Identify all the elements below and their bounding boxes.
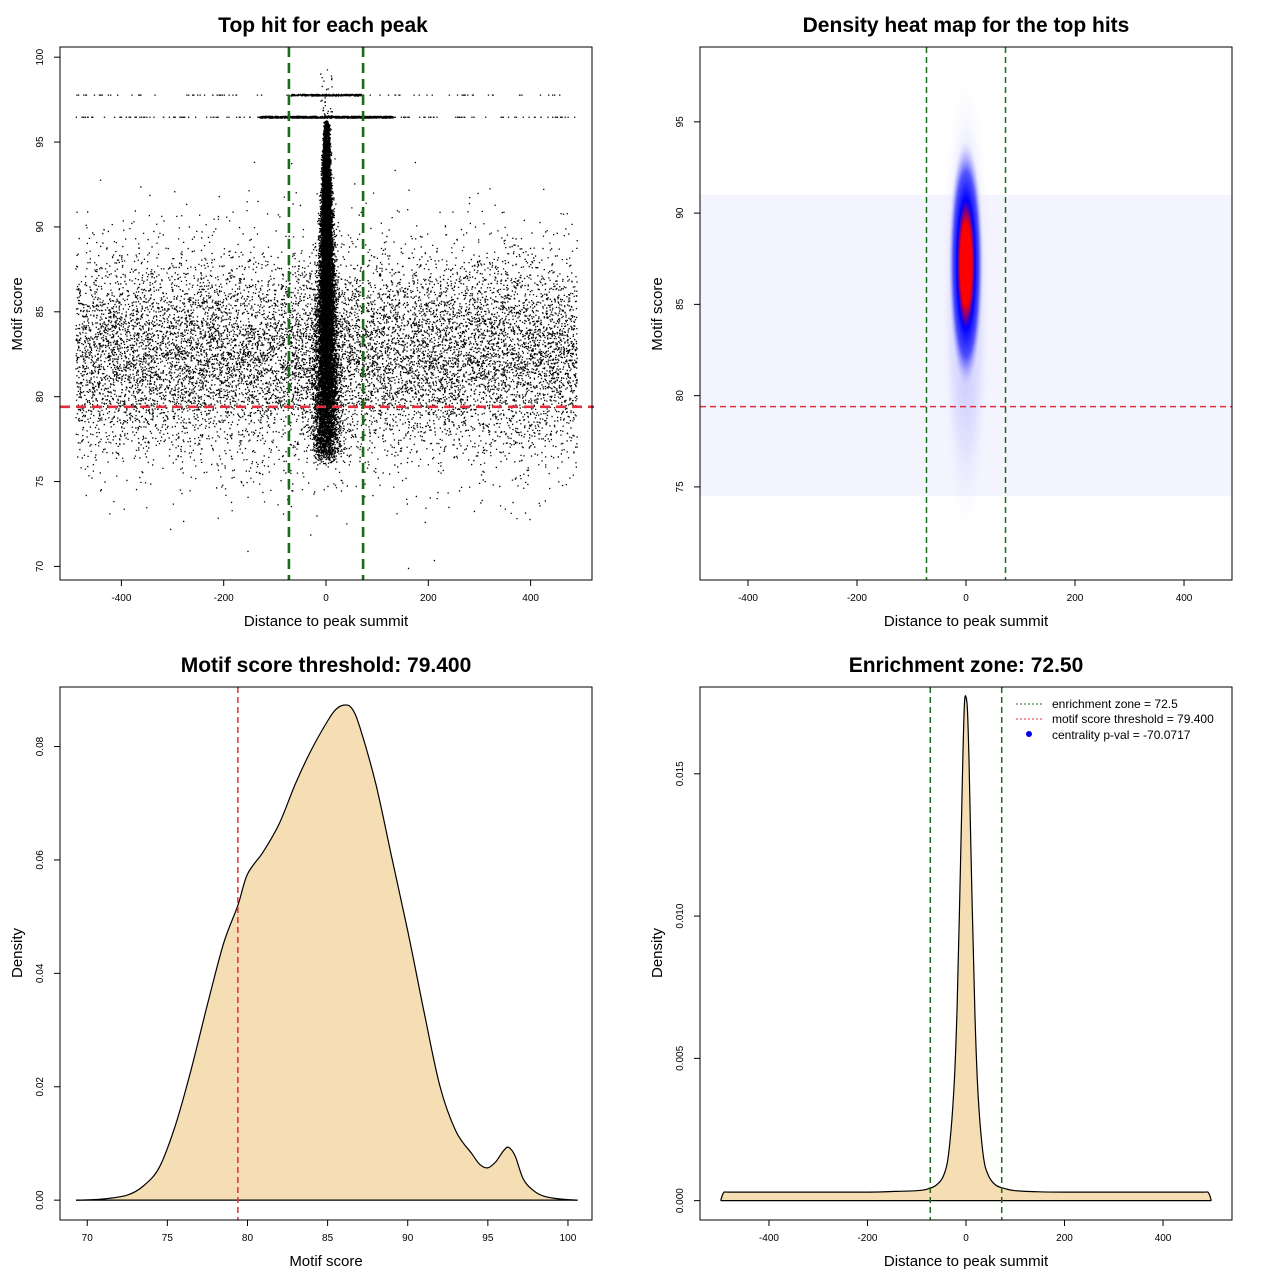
distance-density-ytick-label: 0.005 <box>675 1045 686 1070</box>
heatmap-xtick-label: -400 <box>738 593 758 604</box>
distance-density-xlabel: Distance to peak summit <box>884 1253 1049 1270</box>
heatmap-ytick-label: 80 <box>675 390 686 402</box>
distance-density-xtick-label: -400 <box>759 1233 779 1244</box>
scatter-xtick-label: 0 <box>323 593 329 604</box>
scatter-ylabel: Motif score <box>9 277 26 350</box>
score-density-ytick-label: 0.06 <box>35 850 46 870</box>
heatmap-panel: Density heat map for the top hits -400 -2… <box>649 14 1233 630</box>
score-density-xtick-label: 100 <box>560 1233 577 1244</box>
heatmap-xtick-label: 200 <box>1067 593 1084 604</box>
scatter-ytick-label: 90 <box>35 221 46 233</box>
distance-density-ytick-label: 0.000 <box>675 1188 686 1213</box>
score-density-ytick-label: 0.04 <box>35 963 46 983</box>
scatter-ytick-label: 95 <box>35 136 46 148</box>
scatter-xtick-label: -200 <box>214 593 234 604</box>
distance-density-frame <box>699 686 1233 1221</box>
heatmap-frame <box>699 46 1233 581</box>
score-density-density-curve <box>76 704 578 1201</box>
scatter-xtick-label: 200 <box>420 593 437 604</box>
scatter-panel: Top hit for each peak -400 -200 0 200 400 70 7… <box>9 14 594 630</box>
score-density-axes: 70 75 80 85 90 95 100 0.00 0.02 0.04 0.06 0.08 <box>35 686 593 1244</box>
scatter-xtick-label: -400 <box>111 593 131 604</box>
heatmap-xtick-label: 0 <box>963 593 969 604</box>
score-density-xlabel: Motif score <box>289 1253 362 1270</box>
distance-density-xtick-label: 0 <box>963 1233 969 1244</box>
score-density-area-fill <box>76 704 578 1201</box>
heatmap-xlabel: Distance to peak summit <box>884 613 1049 630</box>
distance-density-xtick-label: -200 <box>857 1233 877 1244</box>
scatter-ytick-label: 75 <box>35 476 46 488</box>
score-density-ytick-label: 0.08 <box>35 736 46 756</box>
score-density-panel: Motif score threshold: 79.400 70 75 80 85 90… <box>9 654 593 1270</box>
heatmap-ylabel: Motif score <box>649 277 666 350</box>
score-density-plot-area: 70 75 80 85 90 95 100 0.00 0.02 0.04 0.06 0.08 <box>35 686 593 1244</box>
heatmap-xtick-label: 400 <box>1176 593 1193 604</box>
scatter-title: Top hit for each peak <box>218 14 428 37</box>
distance-density-xtick-label: 400 <box>1155 1233 1172 1244</box>
heatmap-ytick-label: 75 <box>675 481 686 493</box>
score-density-ylabel: Density <box>9 927 26 978</box>
score-density-xtick-label: 70 <box>82 1233 94 1244</box>
heatmap-plot-area: -400 -200 0 200 400 75 80 85 90 95 <box>675 46 1233 604</box>
legend-enrichment-zone: enrichment zone = 72.5 <box>1052 697 1178 711</box>
heatmap-axes: -400 -200 0 200 400 75 80 85 90 95 <box>675 46 1233 604</box>
score-density-xtick-label: 95 <box>482 1233 494 1244</box>
scatter-plot-area: -400 -200 0 200 400 70 75 80 85 90 95 100 <box>35 46 594 604</box>
legend-centrality-pval: centrality p-val = -70.0717 <box>1052 728 1191 742</box>
scatter-ytick-label: 80 <box>35 391 46 403</box>
heatmap-cells <box>700 64 1232 545</box>
distance-density-area-fill <box>720 695 1212 1201</box>
heatmap-core <box>948 136 984 393</box>
scatter-axes: -400 -200 0 200 400 70 75 80 85 90 95 100 <box>35 46 593 604</box>
distance-density-plot-area: -400 -200 0 200 400 0.000 0.005 0.010 0.015 <box>675 686 1233 1244</box>
legend-blue-dot-icon <box>1026 731 1032 737</box>
score-density-title: Motif score threshold: 79.400 <box>181 654 472 677</box>
distance-density-ytick-label: 0.010 <box>675 903 686 928</box>
heatmap-xtick-label: -200 <box>847 593 867 604</box>
heatmap-ytick-label: 95 <box>675 116 686 128</box>
scatter-point-cloud <box>75 69 578 570</box>
score-density-xtick-label: 75 <box>162 1233 174 1244</box>
heatmap-ytick-label: 90 <box>675 207 686 219</box>
score-density-xtick-label: 90 <box>402 1233 414 1244</box>
scatter-xtick-label: 400 <box>522 593 539 604</box>
score-density-ytick-label: 0.00 <box>35 1190 46 1210</box>
distance-density-density-curve <box>720 695 1212 1201</box>
distance-density-title: Enrichment zone: 72.50 <box>849 654 1084 677</box>
legend-motif-threshold: motif score threshold = 79.400 <box>1052 712 1214 726</box>
scatter-ytick-label: 70 <box>35 560 46 572</box>
scatter-frame <box>59 46 593 581</box>
distance-density-ylabel: Density <box>649 927 666 978</box>
scatter-points <box>75 69 578 570</box>
scatter-xlabel: Distance to peak summit <box>244 613 409 630</box>
score-density-ytick-label: 0.02 <box>35 1077 46 1097</box>
distance-density-axes: -400 -200 0 200 400 0.000 0.005 0.010 0.015 <box>675 686 1233 1244</box>
scatter-ytick-label: 85 <box>35 306 46 318</box>
scatter-ytick-label: 100 <box>35 48 46 65</box>
heatmap-title: Density heat map for the top hits <box>803 14 1130 37</box>
distance-density-panel: Enrichment zone: 72.50 -400 -200 0 200 400 0.… <box>649 654 1233 1270</box>
score-density-xtick-label: 80 <box>242 1233 254 1244</box>
distance-density-xtick-label: 200 <box>1056 1233 1073 1244</box>
distance-density-legend: enrichment zone = 72.5 motif score thres… <box>1016 697 1214 742</box>
heatmap-ytick-label: 85 <box>675 298 686 310</box>
distance-density-ytick-label: 0.015 <box>675 761 686 786</box>
score-density-xtick-label: 85 <box>322 1233 334 1244</box>
score-density-frame <box>59 686 593 1221</box>
